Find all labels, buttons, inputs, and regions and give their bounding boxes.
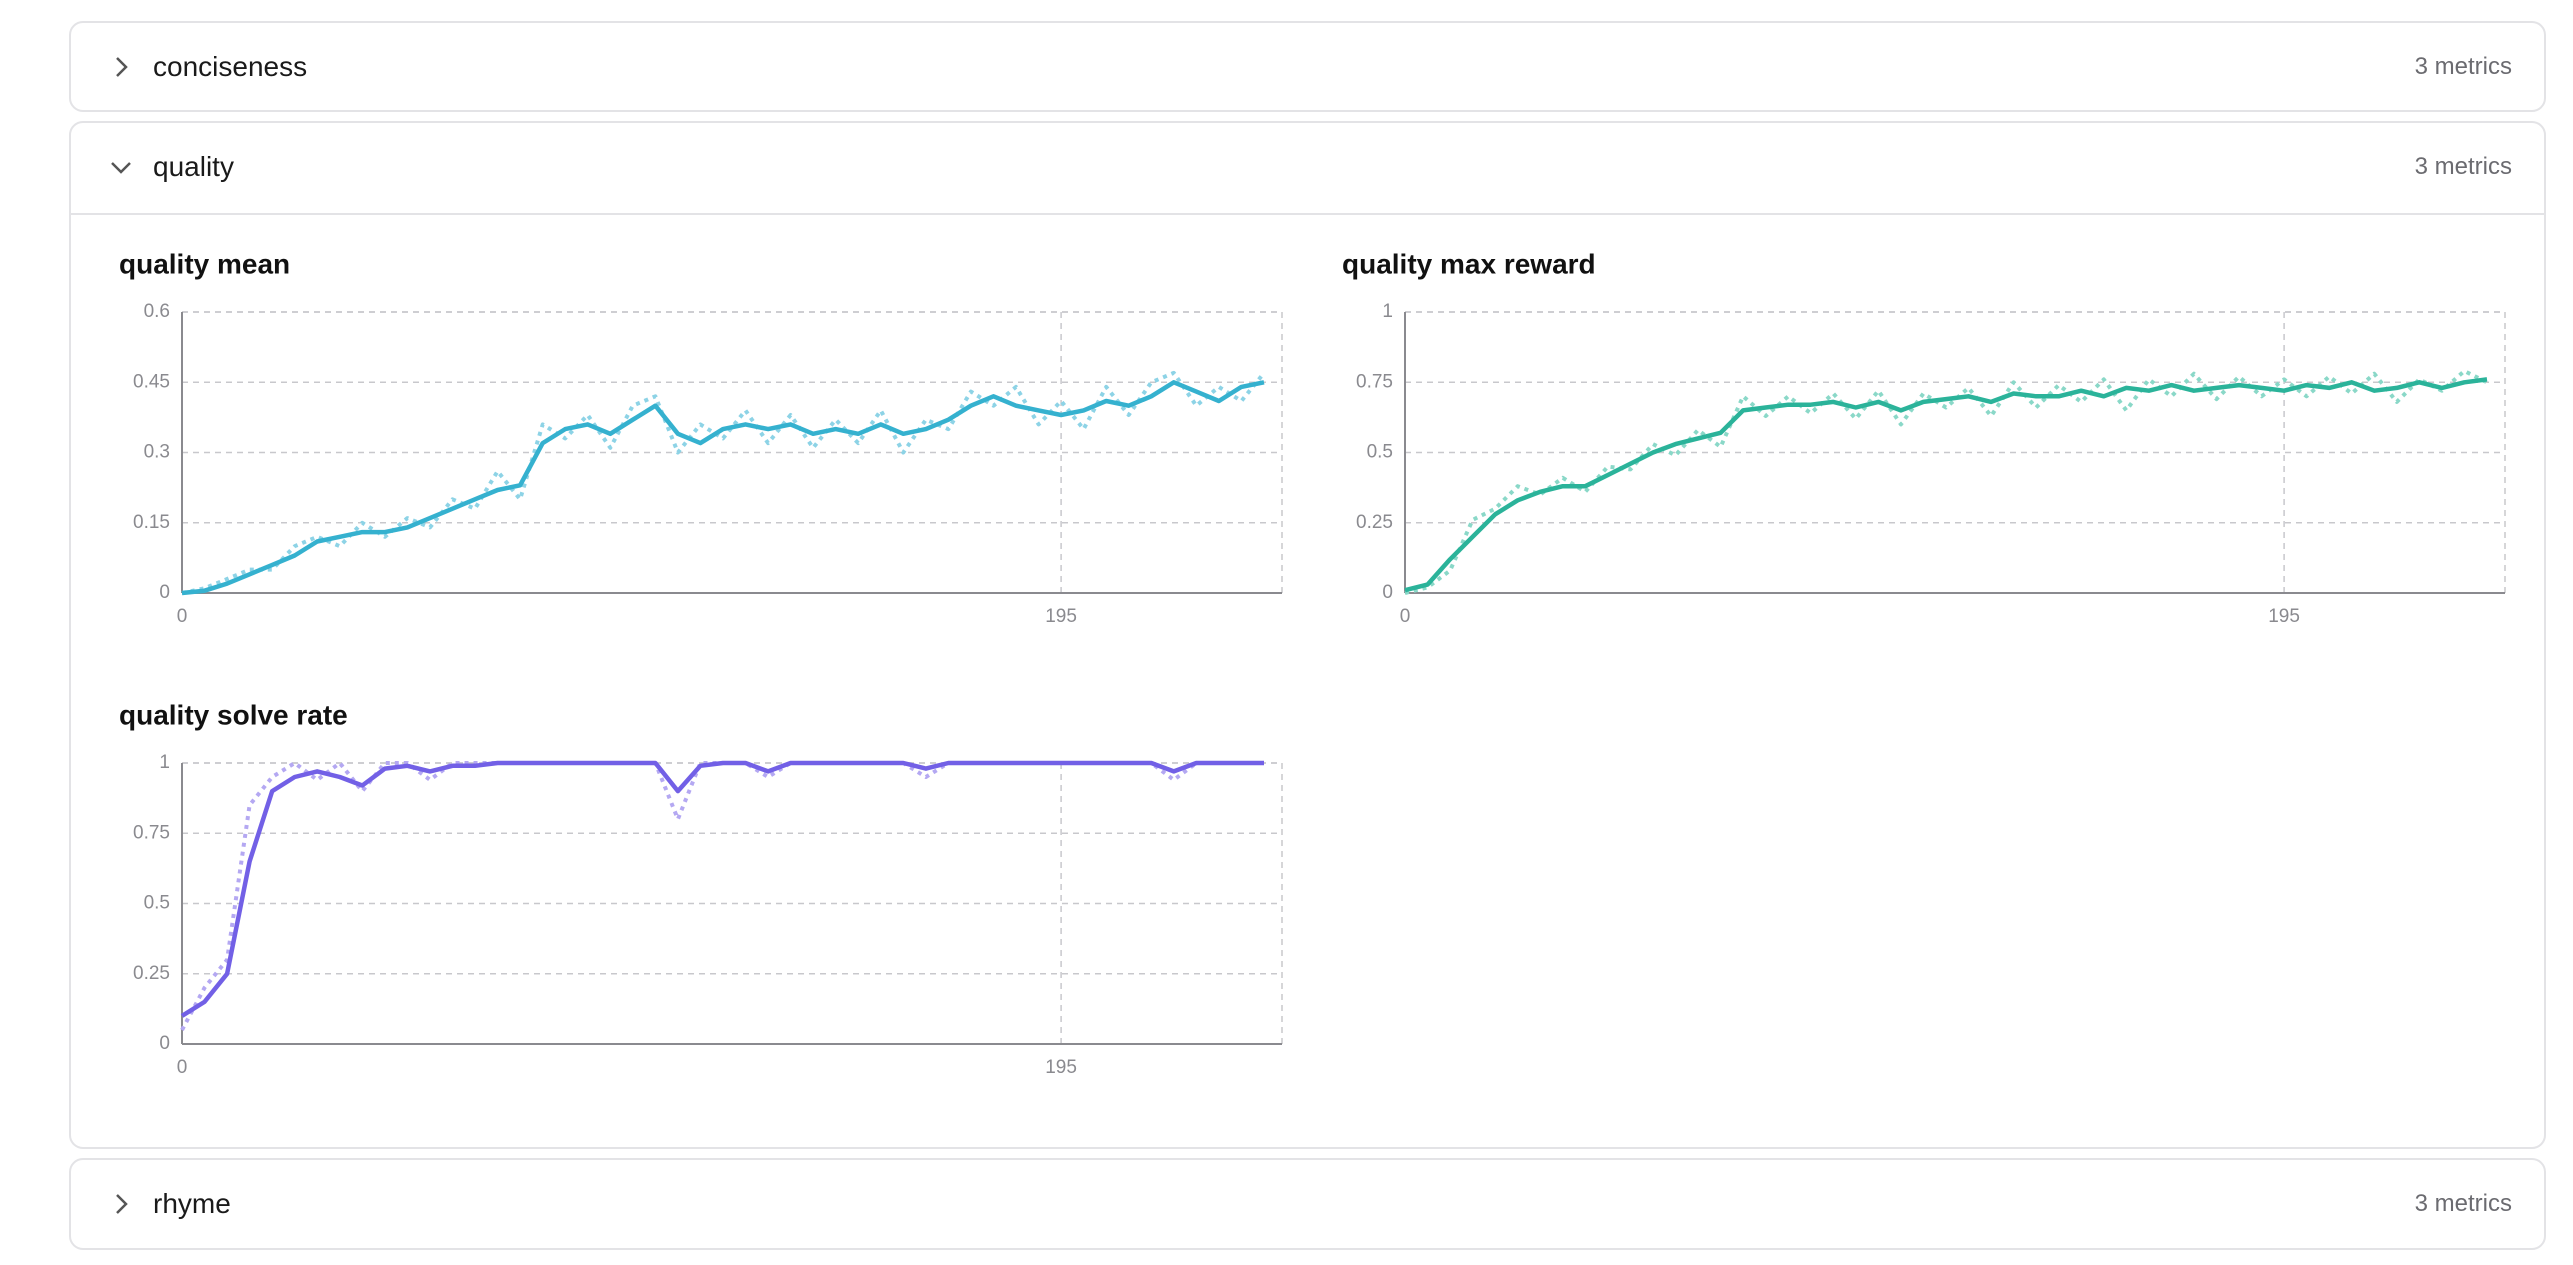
metric-count: 3 metrics [2414,53,2512,80]
metric-count: 3 metrics [2414,153,2512,180]
section-header[interactable]: rhyme 3 metrics [71,1160,2544,1248]
section-title: quality [153,151,234,182]
section-panel[interactable]: rhyme 3 metrics [69,1158,2546,1250]
chevron-down [111,162,131,174]
section-header[interactable]: conciseness 3 metrics [71,23,2544,111]
section-panel[interactable]: conciseness 3 metrics [69,21,2546,112]
section-title: rhyme [153,1188,231,1219]
section-header[interactable]: quality 3 metrics [71,123,2544,215]
section-title: conciseness [153,51,308,82]
section-panel: quality 3 metrics [69,121,2546,1149]
chevron-right [116,57,128,77]
metric-count: 3 metrics [2414,1190,2512,1217]
chevron-right [116,1194,128,1214]
